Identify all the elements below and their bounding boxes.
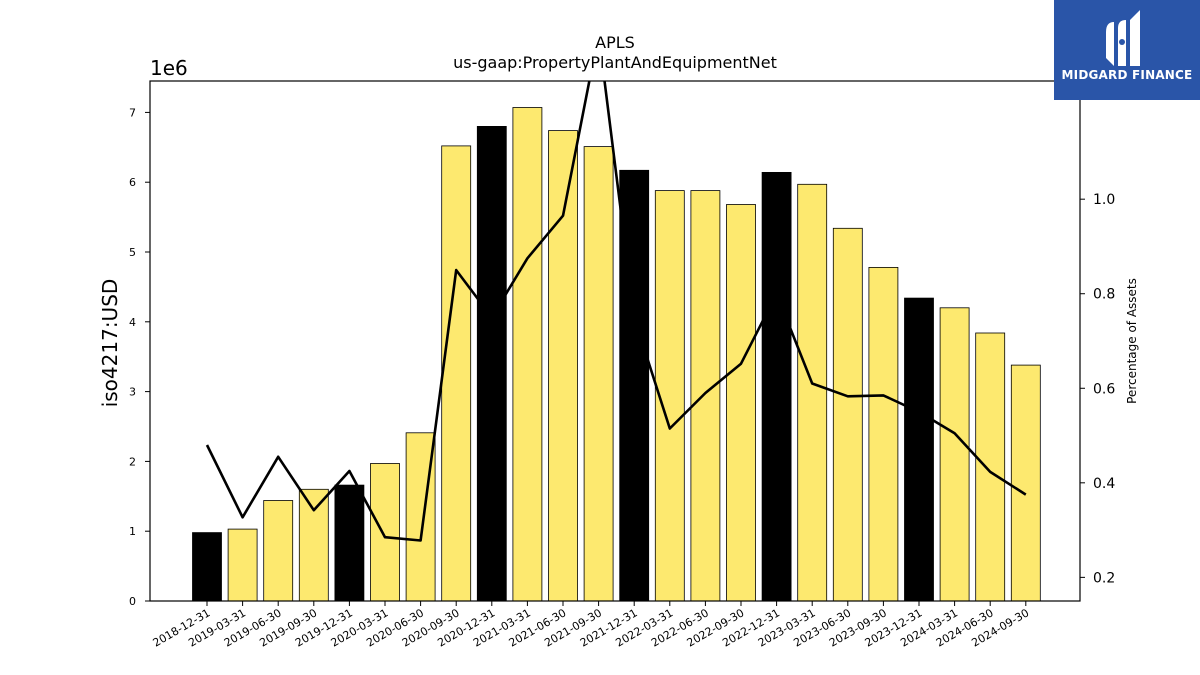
- bar-2022-12-31: [761, 171, 792, 602]
- bars-group: [192, 107, 1041, 602]
- bar-2023-03-31: [797, 183, 828, 602]
- bar-2020-12-31: [476, 126, 507, 602]
- y-tick-label: 2: [129, 455, 136, 468]
- bar-2021-03-31: [512, 107, 543, 602]
- y2-tick-label: 0.6: [1093, 381, 1115, 397]
- y-tick-label: 6: [129, 176, 136, 189]
- logo-text: MIDGARD FINANCE: [1061, 68, 1193, 82]
- bar-2021-06-30: [548, 130, 578, 602]
- percentage-of-assets-line: [205, 81, 1027, 542]
- bar-2022-09-30: [726, 204, 756, 602]
- y-tick-label: 1: [129, 525, 136, 538]
- y-tick-label: 7: [129, 106, 136, 119]
- y2-tick-label: 0.4: [1093, 476, 1115, 492]
- chart-subtitle: us-gaap:PropertyPlantAndEquipmentNet: [453, 53, 777, 72]
- bar-2020-03-31: [370, 463, 400, 602]
- bar-2024-03-31: [939, 307, 970, 602]
- y-multiplier-label: 1e6: [150, 56, 188, 80]
- bar-2019-12-31: [334, 484, 365, 602]
- y2-tick-label: 0.2: [1093, 570, 1115, 586]
- y-tick-label: 0: [129, 595, 136, 608]
- chart-title: APLS: [595, 33, 635, 52]
- y2-tick-label: 1.0: [1093, 192, 1115, 208]
- x-axis: 2018-12-312019-03-312019-06-302019-09-30…: [151, 601, 1031, 650]
- y-tick-label: 5: [129, 246, 136, 259]
- bar-2022-06-30: [690, 190, 721, 602]
- y-tick-label: 3: [129, 386, 136, 399]
- y-tick-label: 4: [129, 316, 136, 329]
- bar-2018-12-31: [192, 532, 222, 602]
- plot-frame: [149, 80, 1081, 602]
- bar-2023-06-30: [832, 227, 863, 602]
- bar-2019-03-31: [227, 528, 258, 602]
- bar-2023-12-31: [904, 297, 934, 602]
- bar-2024-06-30: [975, 332, 1006, 602]
- bar-2020-09-30: [441, 145, 472, 602]
- y-axis-left: 0 1 2 3 4 5 6 7: [129, 106, 150, 608]
- bar-2021-09-30: [583, 146, 614, 602]
- bar-2019-06-30: [263, 500, 294, 602]
- bar-2024-09-30: [1010, 364, 1041, 602]
- y2-axis-label: Percentage of Assets: [1125, 278, 1139, 404]
- midgard-finance-logo: MIDGARD FINANCE: [1054, 0, 1200, 100]
- y2-tick-label: 0.8: [1093, 287, 1115, 303]
- bar-2019-09-30: [298, 488, 329, 602]
- midgard-logo-icon: [1106, 10, 1140, 66]
- y-axis-right: 0.2 0.4 0.6 0.8 1.0: [1080, 192, 1115, 586]
- bar-2023-09-30: [868, 266, 899, 602]
- y-axis-label: iso4217:USD: [98, 279, 122, 408]
